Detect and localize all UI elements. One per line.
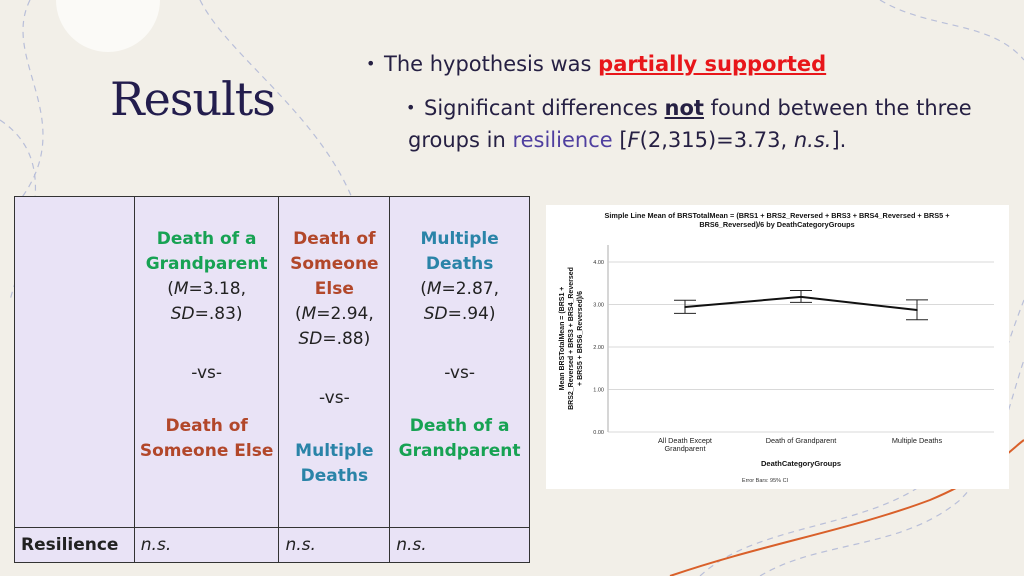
emphasis-text: not	[664, 96, 704, 120]
table-cell: n.s.	[133, 527, 280, 563]
table-cell: n.s.	[389, 527, 530, 563]
chart-title: Simple Line Mean of BRSTotalMean = (BRS1…	[605, 211, 950, 220]
data-point	[800, 296, 802, 298]
y-axis-label: + BRS5 + BRS6_Reversed)/6	[577, 291, 584, 386]
vs-label: -vs-	[444, 363, 475, 383]
m-label: M	[426, 279, 442, 299]
highlight-text: resilience	[512, 128, 613, 152]
vs-label: -vs-	[318, 388, 350, 408]
group-name: Multiple Deaths	[420, 229, 499, 274]
table-column: Death of a Grandparent (M=3.18, SD=.83) -vs…	[133, 196, 280, 528]
results-table: Death of a Grandparent (M=3.18, SD=.83) -vs…	[14, 196, 530, 563]
chart-svg: Simple Line Mean of BRSTotalMean = (BRS1…	[559, 211, 994, 484]
m-label: M	[173, 279, 189, 299]
bullet-text: The hypothesis was	[384, 52, 599, 76]
chart-footnote: Error Bars: 95% CI	[742, 478, 789, 484]
data-point	[916, 309, 918, 311]
stat-text: ].	[831, 128, 847, 152]
group-name: Death of a Grandparent	[145, 229, 268, 274]
line-chart: Simple Line Mean of BRSTotalMean = (BRS1…	[546, 205, 1009, 489]
table-header-row: Death of a Grandparent (M=3.18, SD=.83) -vs…	[14, 196, 530, 528]
y-axis-label: Mean BRSTotalMean = (BRS1 +	[559, 287, 566, 391]
data-point	[684, 306, 686, 308]
y-axis-label: BRS2_Reversed + BRS3 + BRS4_Reversed	[568, 267, 575, 410]
m-label: M	[301, 304, 317, 324]
slide-title: Results	[110, 72, 276, 126]
bullet-dot: •	[366, 54, 376, 73]
sd-value: =.88)	[322, 329, 371, 349]
y-tick-label: 4.00	[593, 260, 604, 266]
sd-label: SD	[423, 304, 448, 324]
bullet-significance: • Significant differences not found betwe…	[406, 92, 988, 156]
stat-text: (2,315)=3.73,	[639, 128, 794, 152]
x-tick-label: Grandparent	[665, 444, 706, 453]
decor-circle	[56, 0, 160, 52]
row-label: Resilience	[14, 527, 135, 563]
group-name: Death of Someone Else	[290, 229, 379, 299]
bullet-hypothesis: • The hypothesis was partially supported	[366, 52, 827, 76]
table-column: Death of Someone Else (M=2.94, SD=.88) -vs-…	[278, 196, 391, 528]
y-tick-label: 3.00	[593, 303, 604, 309]
sd-label: SD	[298, 329, 323, 349]
y-tick-label: 2.00	[593, 345, 604, 351]
sd-value: =.83)	[194, 304, 243, 324]
mean-value: =2.87,	[441, 279, 500, 299]
sd-label: SD	[170, 304, 195, 324]
x-tick-label: Death of Grandparent	[766, 436, 837, 445]
stat-text: n.s.	[793, 128, 832, 152]
bullet-dot: •	[406, 98, 416, 117]
y-tick-label: 1.00	[593, 388, 604, 394]
y-tick-label: 0.00	[593, 430, 604, 436]
table-corner-cell	[14, 196, 135, 528]
compare-group-name: Death of a Grandparent	[398, 416, 521, 461]
chart-title: BRS6_Reversed)/6 by DeathCategoryGroups	[699, 220, 854, 229]
mean-value: =3.18,	[188, 279, 247, 299]
table-cell: n.s.	[278, 527, 391, 563]
sd-value: =.94)	[447, 304, 496, 324]
bullet-text: Significant differences	[424, 96, 665, 120]
stat-text: [	[612, 128, 628, 152]
emphasis-text: partially supported	[598, 52, 827, 76]
mean-value: =2.94,	[316, 304, 374, 324]
table-row: Resilience n.s. n.s. n.s.	[14, 527, 530, 563]
compare-group-name: Multiple Deaths	[295, 441, 374, 486]
x-tick-label: All Death Except	[658, 436, 712, 445]
x-tick-label: Multiple Deaths	[892, 436, 943, 445]
table-column: Multiple Deaths (M=2.87, SD=.94) -vs- Death …	[389, 196, 530, 528]
vs-label: -vs-	[191, 363, 222, 383]
bullet-text: found between the three groups in	[408, 96, 972, 152]
compare-group-name: Death of Someone Else	[139, 416, 274, 461]
x-axis-label: DeathCategoryGroups	[761, 459, 841, 468]
stat-text: F	[627, 128, 640, 152]
